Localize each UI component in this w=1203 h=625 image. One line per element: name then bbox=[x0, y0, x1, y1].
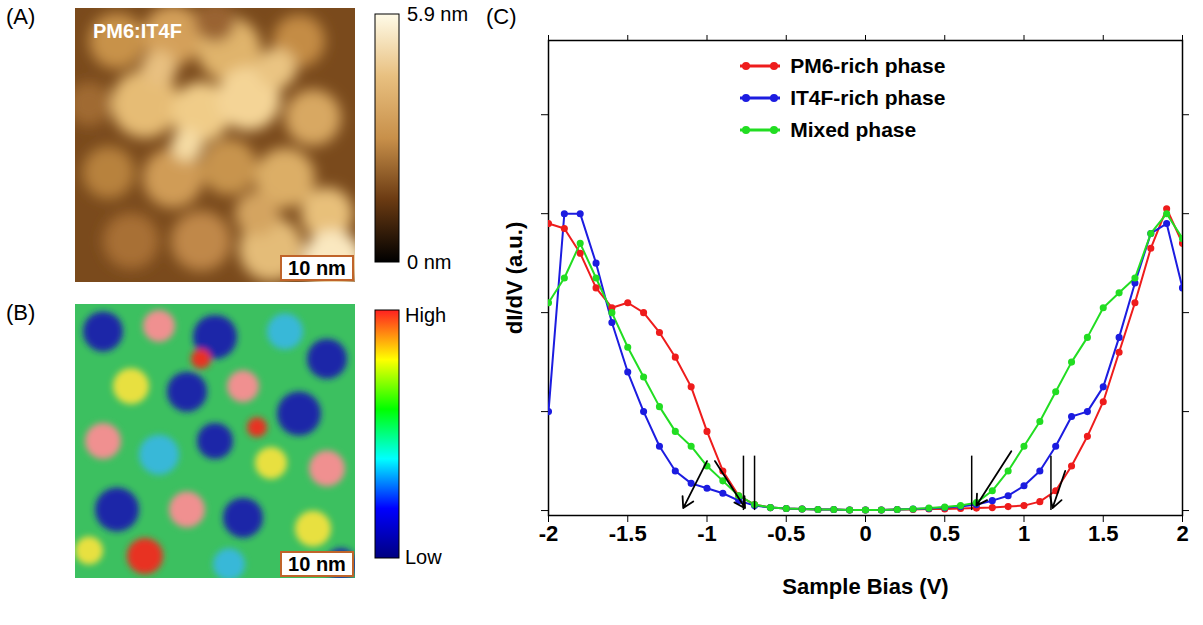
svg-text:Low: Low bbox=[405, 546, 442, 568]
svg-text:0: 0 bbox=[859, 521, 871, 546]
svg-text:-1.5: -1.5 bbox=[609, 521, 647, 546]
svg-text:-2: -2 bbox=[539, 521, 559, 546]
html-text:Mixed phase: Mixed phase bbox=[790, 118, 917, 141]
html-text:IT4F-rich phase: IT4F-rich phase bbox=[790, 86, 946, 109]
svg-text:PM6:IT4F: PM6:IT4F bbox=[93, 20, 182, 42]
svg-text:2: 2 bbox=[1176, 521, 1188, 546]
svg-text:1: 1 bbox=[1018, 521, 1030, 546]
html-text:PM6-rich phase: PM6-rich phase bbox=[790, 54, 946, 77]
svg-text:5.9 nm: 5.9 nm bbox=[407, 3, 468, 25]
svg-text:-1: -1 bbox=[697, 521, 717, 546]
svg-text:1.5: 1.5 bbox=[1088, 521, 1119, 546]
svg-text:0 nm: 0 nm bbox=[407, 251, 451, 273]
svg-text:10 nm: 10 nm bbox=[288, 553, 346, 575]
svg-text:(A): (A) bbox=[6, 4, 35, 29]
svg-text:10 nm: 10 nm bbox=[288, 257, 346, 279]
svg-text:High: High bbox=[405, 304, 446, 326]
svg-text:0.5: 0.5 bbox=[929, 521, 960, 546]
svg-text:(B): (B) bbox=[6, 300, 35, 325]
svg-text:Sample Bias (V): Sample Bias (V) bbox=[782, 574, 948, 599]
svg-text:-0.5: -0.5 bbox=[767, 521, 805, 546]
html-text:(C): (C) bbox=[486, 4, 517, 29]
svg-text:dI/dV (a.u.): dI/dV (a.u.) bbox=[502, 222, 527, 334]
